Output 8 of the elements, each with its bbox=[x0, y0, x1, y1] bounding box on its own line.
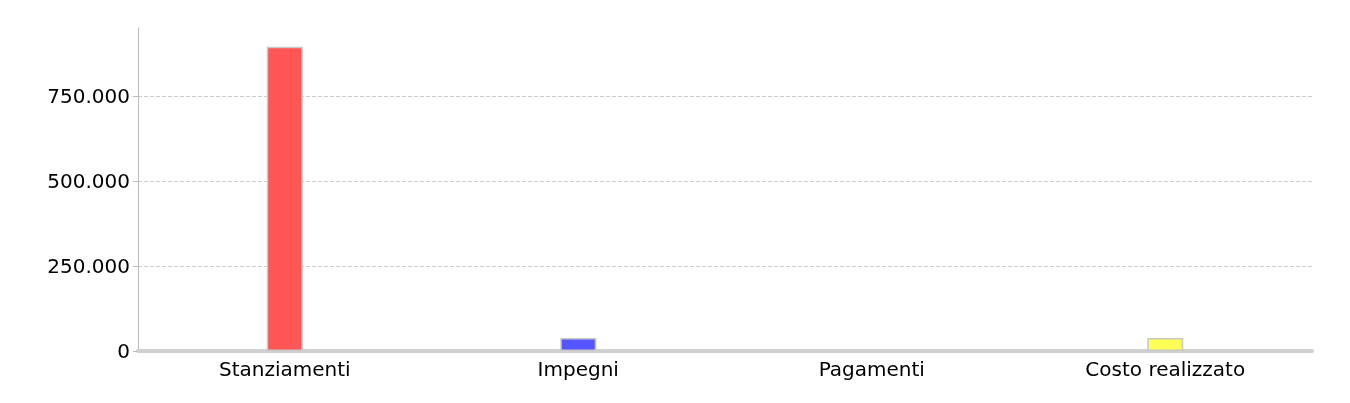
y-tick-label: 250.000 bbox=[47, 254, 130, 278]
x-tick-label: Pagamenti bbox=[818, 357, 925, 381]
x-tick-label: Costo realizzato bbox=[1085, 357, 1246, 381]
x-tick-label: Impegni bbox=[537, 357, 619, 381]
y-tick-label: 750.000 bbox=[47, 84, 130, 108]
y-tick-label: 500.000 bbox=[47, 169, 130, 193]
x-tick-label: Stanziamenti bbox=[218, 357, 351, 381]
y-tick-label: 0 bbox=[117, 339, 130, 363]
